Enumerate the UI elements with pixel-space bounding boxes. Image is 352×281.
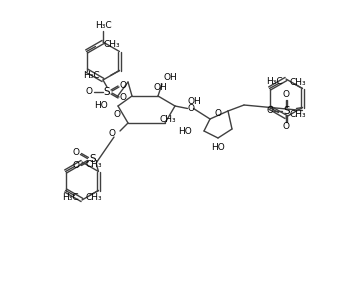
Text: CH₃: CH₃: [103, 40, 120, 49]
Text: OH: OH: [187, 98, 201, 106]
Text: HO: HO: [211, 144, 225, 153]
Text: OH: OH: [164, 74, 178, 83]
Text: H₃C: H₃C: [95, 21, 111, 30]
Text: O: O: [267, 106, 274, 115]
Text: O: O: [113, 110, 120, 119]
Text: CH₃: CH₃: [290, 78, 306, 87]
Text: CH₃: CH₃: [160, 114, 177, 124]
Text: O: O: [187, 104, 194, 113]
Text: S: S: [283, 105, 290, 115]
Text: H₃C: H₃C: [83, 71, 100, 80]
Text: CH₃: CH₃: [290, 110, 306, 119]
Text: O: O: [86, 87, 93, 96]
Text: O: O: [108, 128, 115, 137]
Text: O: O: [119, 94, 126, 103]
Text: O: O: [283, 122, 290, 131]
Text: CH₃: CH₃: [86, 193, 102, 202]
Text: O: O: [73, 148, 80, 157]
Text: OH: OH: [153, 83, 167, 92]
Text: S: S: [89, 155, 96, 164]
Text: HO: HO: [178, 126, 192, 135]
Text: HO: HO: [94, 101, 108, 110]
Text: S: S: [104, 87, 110, 97]
Text: O: O: [73, 161, 80, 170]
Text: O: O: [119, 80, 126, 90]
Text: H₃C: H₃C: [62, 193, 78, 202]
Text: O: O: [214, 108, 221, 117]
Text: CH₃: CH₃: [86, 160, 102, 169]
Text: H₃C: H₃C: [266, 77, 282, 86]
Text: O: O: [283, 90, 290, 99]
